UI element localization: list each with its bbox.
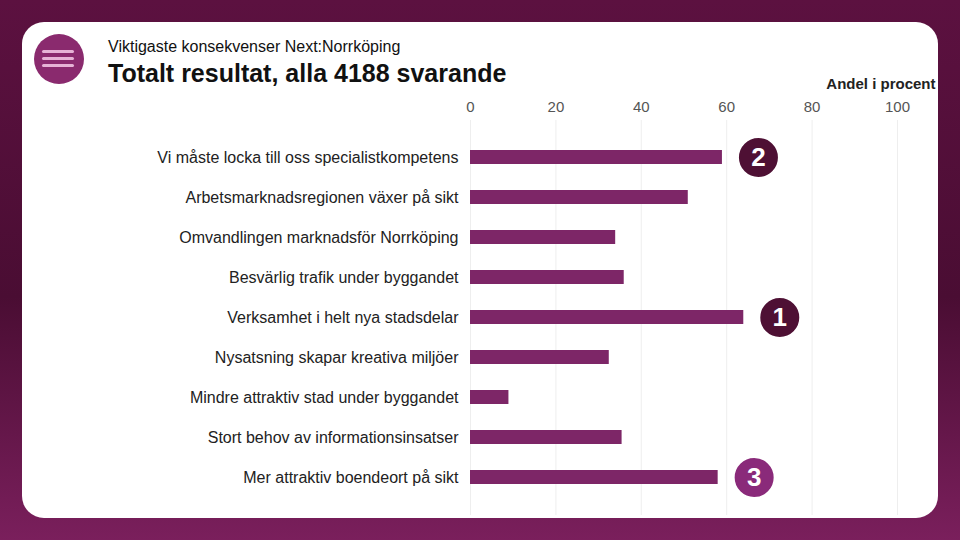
svg-text:80: 80 bbox=[804, 98, 821, 115]
svg-text:3: 3 bbox=[747, 462, 761, 492]
svg-text:Stort behov av informationsins: Stort behov av informationsinsatser bbox=[208, 429, 459, 446]
svg-text:2: 2 bbox=[751, 142, 765, 172]
svg-text:Andel i procent: Andel i procent bbox=[826, 75, 935, 92]
html-text:Totalt resultat, alla 4188 sva: Totalt resultat, alla 4188 svarande bbox=[108, 59, 507, 87]
svg-text:0: 0 bbox=[466, 98, 474, 115]
svg-text:100: 100 bbox=[885, 98, 910, 115]
svg-text:Nysatsning skapar kreativa mil: Nysatsning skapar kreativa miljöer bbox=[215, 349, 459, 366]
svg-text:Verksamhet i helt nya stadsdel: Verksamhet i helt nya stadsdelar bbox=[227, 309, 459, 326]
svg-text:Vi måste locka till oss specia: Vi måste locka till oss specialistkompet… bbox=[157, 149, 458, 166]
svg-text:Mer attraktiv boendeort på sik: Mer attraktiv boendeort på sikt bbox=[243, 469, 459, 486]
svg-text:Besvärlig trafik under byggand: Besvärlig trafik under byggandet bbox=[229, 269, 459, 286]
html-text:Viktigaste konsekvenser Next:N: Viktigaste konsekvenser Next:Norrköping bbox=[108, 38, 401, 55]
svg-text:Mindre attraktiv stad under by: Mindre attraktiv stad under byggandet bbox=[190, 389, 459, 406]
svg-text:1: 1 bbox=[773, 302, 787, 332]
svg-text:Arbetsmarknadsregionen växer p: Arbetsmarknadsregionen växer på sikt bbox=[185, 189, 459, 206]
svg-text:20: 20 bbox=[548, 98, 565, 115]
svg-text:Omvandlingen marknadsför Norrk: Omvandlingen marknadsför Norrköping bbox=[179, 229, 458, 246]
svg-text:40: 40 bbox=[633, 98, 650, 115]
svg-text:60: 60 bbox=[718, 98, 735, 115]
